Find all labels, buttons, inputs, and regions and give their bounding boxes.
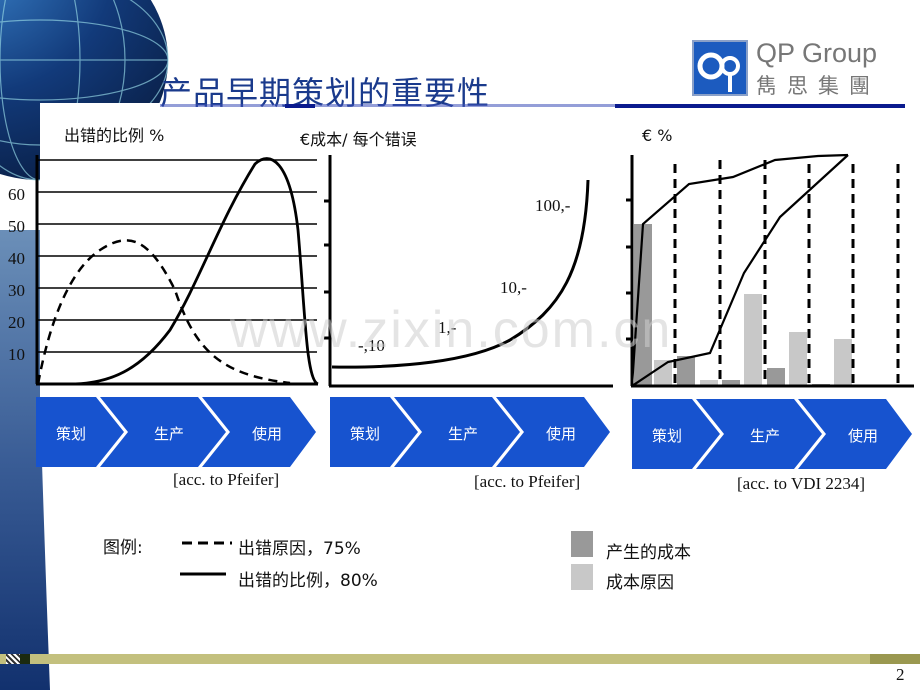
qp-group-logo-icon: [692, 40, 748, 96]
phase-label-planning: 策划: [56, 425, 87, 443]
phase-label-planning: 策划: [652, 427, 683, 445]
legend-item-solid: 出错的比例，80%: [238, 571, 378, 591]
footer-accent: [20, 654, 30, 664]
phase-arrow-row-2: [330, 397, 610, 467]
title-underline: [160, 104, 900, 107]
chart2-annotation: 10,-: [500, 278, 527, 297]
legend-item-cost-cause: 成本原因: [606, 573, 674, 593]
legend-item-dashed: 出错原因，75%: [238, 539, 361, 559]
source-citation: [acc. to Pfeifer]: [173, 470, 280, 489]
phase-label-production: 生产: [154, 425, 185, 443]
chart2-annotation: 100,-: [535, 196, 571, 215]
phase-arrow-row-3: [632, 399, 912, 469]
chart2-y-label: €成本/ 每个错误: [300, 130, 417, 149]
chart2-plot: [324, 155, 613, 388]
chart1-ytick: 40: [8, 249, 25, 268]
watermark: www.zixin.com.cn: [230, 301, 673, 359]
chart3-plot: [626, 153, 914, 388]
chart1-y-label: 出错的比例 %: [64, 126, 165, 145]
source-citation: [acc. to Pfeifer]: [474, 472, 581, 491]
checker-icon: [6, 654, 20, 664]
chart3-y-label: € %: [642, 126, 673, 145]
solid-line-legend-icon: [180, 572, 226, 576]
phase-label-usage: 使用: [252, 425, 283, 443]
title-underline-accent: [615, 104, 905, 108]
legend-item-incurred-cost: 产生的成本: [606, 543, 691, 563]
phase-label-planning: 策划: [350, 425, 381, 443]
phase-arrow-row-1: [36, 397, 316, 467]
chart-panel-background: [40, 103, 640, 403]
source-citation: [acc. to VDI 2234]: [737, 474, 866, 493]
legend-swatch-dark: [571, 531, 593, 557]
phase-label-production: 生产: [448, 425, 479, 443]
chart1-ytick: 10: [8, 345, 25, 364]
chart1-ytick: 20: [8, 313, 25, 332]
chart1-ytick: 60: [8, 185, 25, 204]
chart2-annotation: -,10: [358, 336, 385, 355]
slide-title: 产品早期策划的重要性: [160, 74, 491, 112]
logo-name-cn: 雋思集團: [756, 74, 880, 98]
legend-swatch-light: [571, 564, 593, 590]
footer-bar-end: [870, 654, 920, 664]
phase-label-usage: 使用: [546, 425, 577, 443]
phase-label-production: 生产: [750, 427, 781, 445]
footer-bar: [0, 654, 920, 664]
dashed-line-legend-icon: [182, 541, 232, 545]
page-number: 2: [896, 665, 905, 684]
chart1-ytick: 30: [8, 281, 25, 300]
chart2-annotation: 1,-: [438, 318, 457, 337]
chart1-plot: [35, 155, 319, 386]
logo-name: QP Group: [756, 38, 878, 68]
chart1-ytick: 50: [8, 217, 25, 236]
title-underline-accent: [285, 104, 315, 108]
legend-heading: 图例:: [103, 538, 143, 558]
phase-label-usage: 使用: [848, 427, 879, 445]
